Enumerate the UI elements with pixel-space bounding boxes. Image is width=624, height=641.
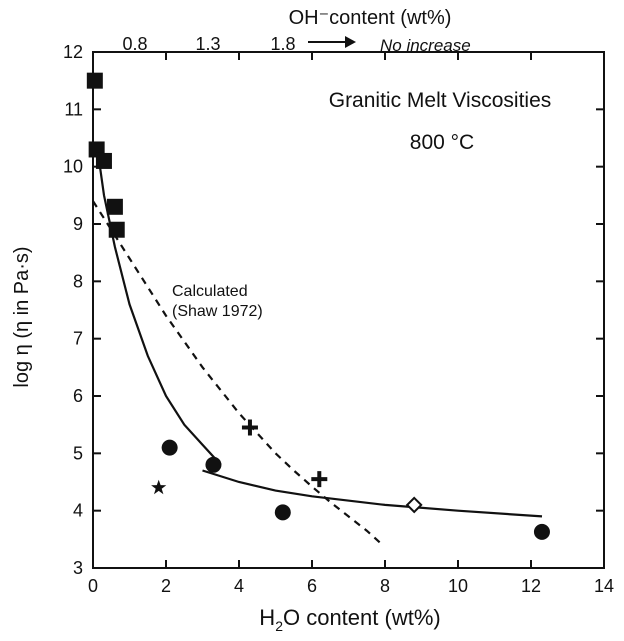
star-point <box>151 479 167 495</box>
x-tick-label: 6 <box>307 576 317 596</box>
x-axis-label: H2O content (wt%) <box>259 605 440 634</box>
x-tick-label: 10 <box>448 576 468 596</box>
square-point <box>86 72 103 89</box>
top-tick-label: 0.8 <box>122 34 147 54</box>
top-axis-arrow <box>308 36 356 48</box>
chart-title: Granitic Melt Viscosities <box>329 89 552 112</box>
x-axis-label-rest: O content (wt%) <box>283 605 441 630</box>
data-points <box>86 72 550 540</box>
chart-subtitle: 800 °C <box>410 131 474 154</box>
y-tick-label: 8 <box>73 271 83 291</box>
y-tick-label: 6 <box>73 386 83 406</box>
plot-area <box>92 51 605 569</box>
top-axis-note: No increase <box>380 36 471 55</box>
y-tick-label: 3 <box>73 558 83 578</box>
circle-point <box>533 523 550 540</box>
calculated-curve <box>92 200 383 545</box>
diamond-point <box>405 496 423 514</box>
y-tick-label: 11 <box>64 99 83 119</box>
top-tick-label: 1.3 <box>195 34 220 54</box>
y-tick-label: 4 <box>73 501 83 521</box>
top-axis-label: OH⁻content (wt%) <box>289 7 452 29</box>
x-tick-label: 2 <box>161 576 171 596</box>
y-axis-ticks: 3 4 5 6 7 8 9 10 11 12 <box>63 42 604 578</box>
x-axis-label-h: H <box>259 605 275 630</box>
annotation-line-1: Calculated <box>172 283 248 300</box>
top-axis-ticks: 0.8 1.3 1.8 <box>122 34 295 54</box>
plus-point <box>311 471 328 488</box>
y-tick-label: 9 <box>73 214 83 234</box>
y-tick-label: 10 <box>63 157 83 177</box>
y-axis-label: log η (η in Pa·s) <box>11 246 33 387</box>
circle-point <box>205 456 222 473</box>
x-tick-label: 14 <box>594 576 614 596</box>
annotation-line-2: (Shaw 1972) <box>172 303 263 320</box>
x-tick-label: 8 <box>380 576 390 596</box>
calculated-annotation: Calculated (Shaw 1972) <box>172 283 263 320</box>
circle-point <box>161 439 178 456</box>
x-axis-label-subscript: 2 <box>275 618 283 634</box>
y-tick-label: 12 <box>63 42 83 62</box>
circle-point <box>274 504 291 521</box>
x-tick-label: 12 <box>521 576 541 596</box>
square-point <box>95 152 112 169</box>
top-tick-label: 1.8 <box>270 34 295 54</box>
x-tick-label: 0 <box>88 576 98 596</box>
y-tick-label: 7 <box>73 329 83 349</box>
plus-point <box>241 419 258 436</box>
x-axis-ticks: 0 2 4 6 8 10 12 14 <box>88 52 614 596</box>
x-tick-label: 4 <box>234 576 244 596</box>
square-point <box>106 198 123 215</box>
fit-line <box>202 469 543 518</box>
square-point <box>108 221 125 238</box>
y-tick-label: 5 <box>73 443 83 463</box>
